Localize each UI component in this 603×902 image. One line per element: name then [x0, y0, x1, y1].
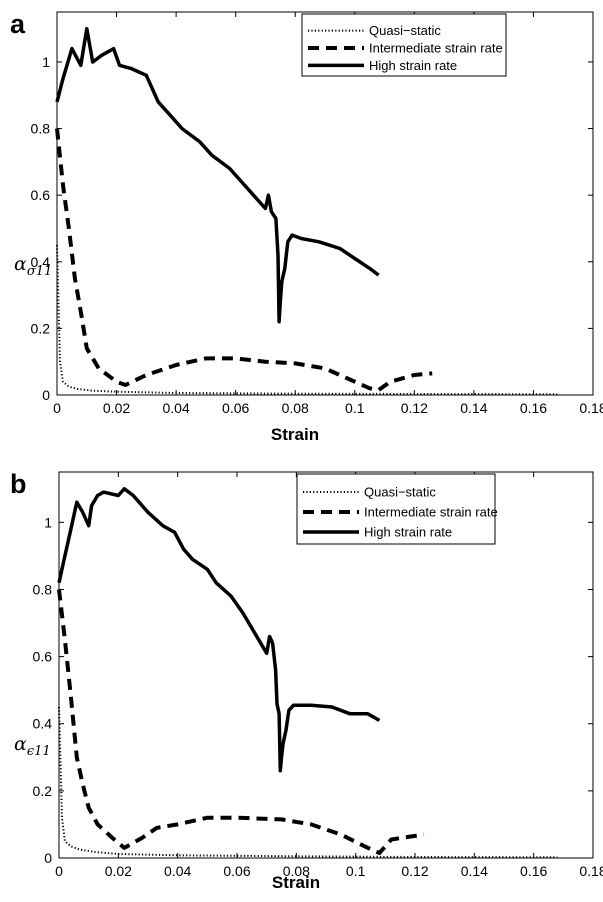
y-tick-label: 0.6 — [33, 649, 53, 665]
legend: Quasi−static Intermediate strain rate High… — [301, 13, 507, 77]
series-line-dotted — [58, 706, 558, 859]
x-tick-label: 0.12 — [401, 400, 428, 416]
x-tick-label: 0.08 — [282, 400, 309, 416]
series-line-dashed — [57, 589, 425, 855]
x-tick-label: 0.16 — [520, 400, 547, 416]
series-line-solid — [57, 487, 381, 773]
x-tick-label: 0.06 — [222, 400, 249, 416]
x-axis-label: Strain — [271, 425, 319, 444]
y-tick-label: 1 — [44, 514, 52, 530]
x-axis-label: Strain — [272, 873, 320, 892]
legend-entry-label: Intermediate strain rate — [369, 41, 503, 56]
x-tick-label: 0.1 — [345, 400, 365, 416]
legend-entry-label: High strain rate — [369, 58, 457, 73]
series-line-dotted — [56, 245, 558, 396]
x-tick-label: 0.16 — [520, 863, 547, 879]
y-tick-label: 0.2 — [31, 320, 51, 336]
y-tick-label: 1 — [42, 54, 50, 70]
x-tick-label: 0.08 — [283, 863, 310, 879]
x-tick-label: 0.02 — [105, 863, 132, 879]
x-tick-label: 0.04 — [164, 863, 191, 879]
x-tick-label: 0.12 — [401, 863, 428, 879]
x-tick-label: 0.1 — [346, 863, 366, 879]
x-tick-label: 0.02 — [103, 400, 130, 416]
panel-letter: b — [10, 469, 27, 499]
panel-letter: a — [10, 9, 26, 39]
y-tick-label: 0.8 — [33, 581, 53, 597]
x-tick-label: 0.18 — [579, 400, 603, 416]
chart-panel-a: a 0 0.02 0.04 0.06 0.08 0.1 0.12 0.14 0.16 0.18 0 0.… — [10, 9, 603, 444]
x-tick-label: 0.04 — [162, 400, 189, 416]
y-tick-label: 0.2 — [33, 783, 53, 799]
y-axis-label: αϵ11 — [14, 733, 51, 759]
legend-entry-label: High strain rate — [364, 525, 452, 540]
x-tick-label: 0.14 — [460, 400, 487, 416]
y-tick-label: 0 — [42, 387, 50, 403]
legend: Quasi−static Intermediate strain rate High… — [296, 473, 498, 545]
y-tick-label: 0 — [44, 850, 52, 866]
series-line-solid — [55, 26, 380, 324]
x-tick-label: 0.18 — [579, 863, 603, 879]
y-axis-label: ασ11 — [14, 253, 52, 279]
legend-entry-label: Intermediate strain rate — [364, 505, 498, 520]
y-tick-label: 0.4 — [31, 254, 51, 270]
series-line-dashed — [55, 128, 433, 392]
x-tick-label: 0 — [55, 863, 63, 879]
chart-panel-b: b 0 0.02 0.04 0.06 0.08 0.1 0.12 0.14 0.16 0.18 0 0.… — [10, 469, 603, 892]
axes-frame — [56, 11, 594, 396]
y-tick-label: 0.6 — [31, 187, 51, 203]
x-tick-label: 0.14 — [461, 863, 488, 879]
x-tick-label: 0.06 — [223, 863, 250, 879]
y-tick-label: 0.4 — [33, 716, 53, 732]
legend-entry-label: Quasi−static — [369, 23, 441, 38]
axes-frame — [58, 471, 594, 859]
legend-entry-label: Quasi−static — [364, 485, 436, 500]
x-tick-label: 0 — [53, 400, 61, 416]
y-tick-label: 0.8 — [31, 121, 51, 137]
